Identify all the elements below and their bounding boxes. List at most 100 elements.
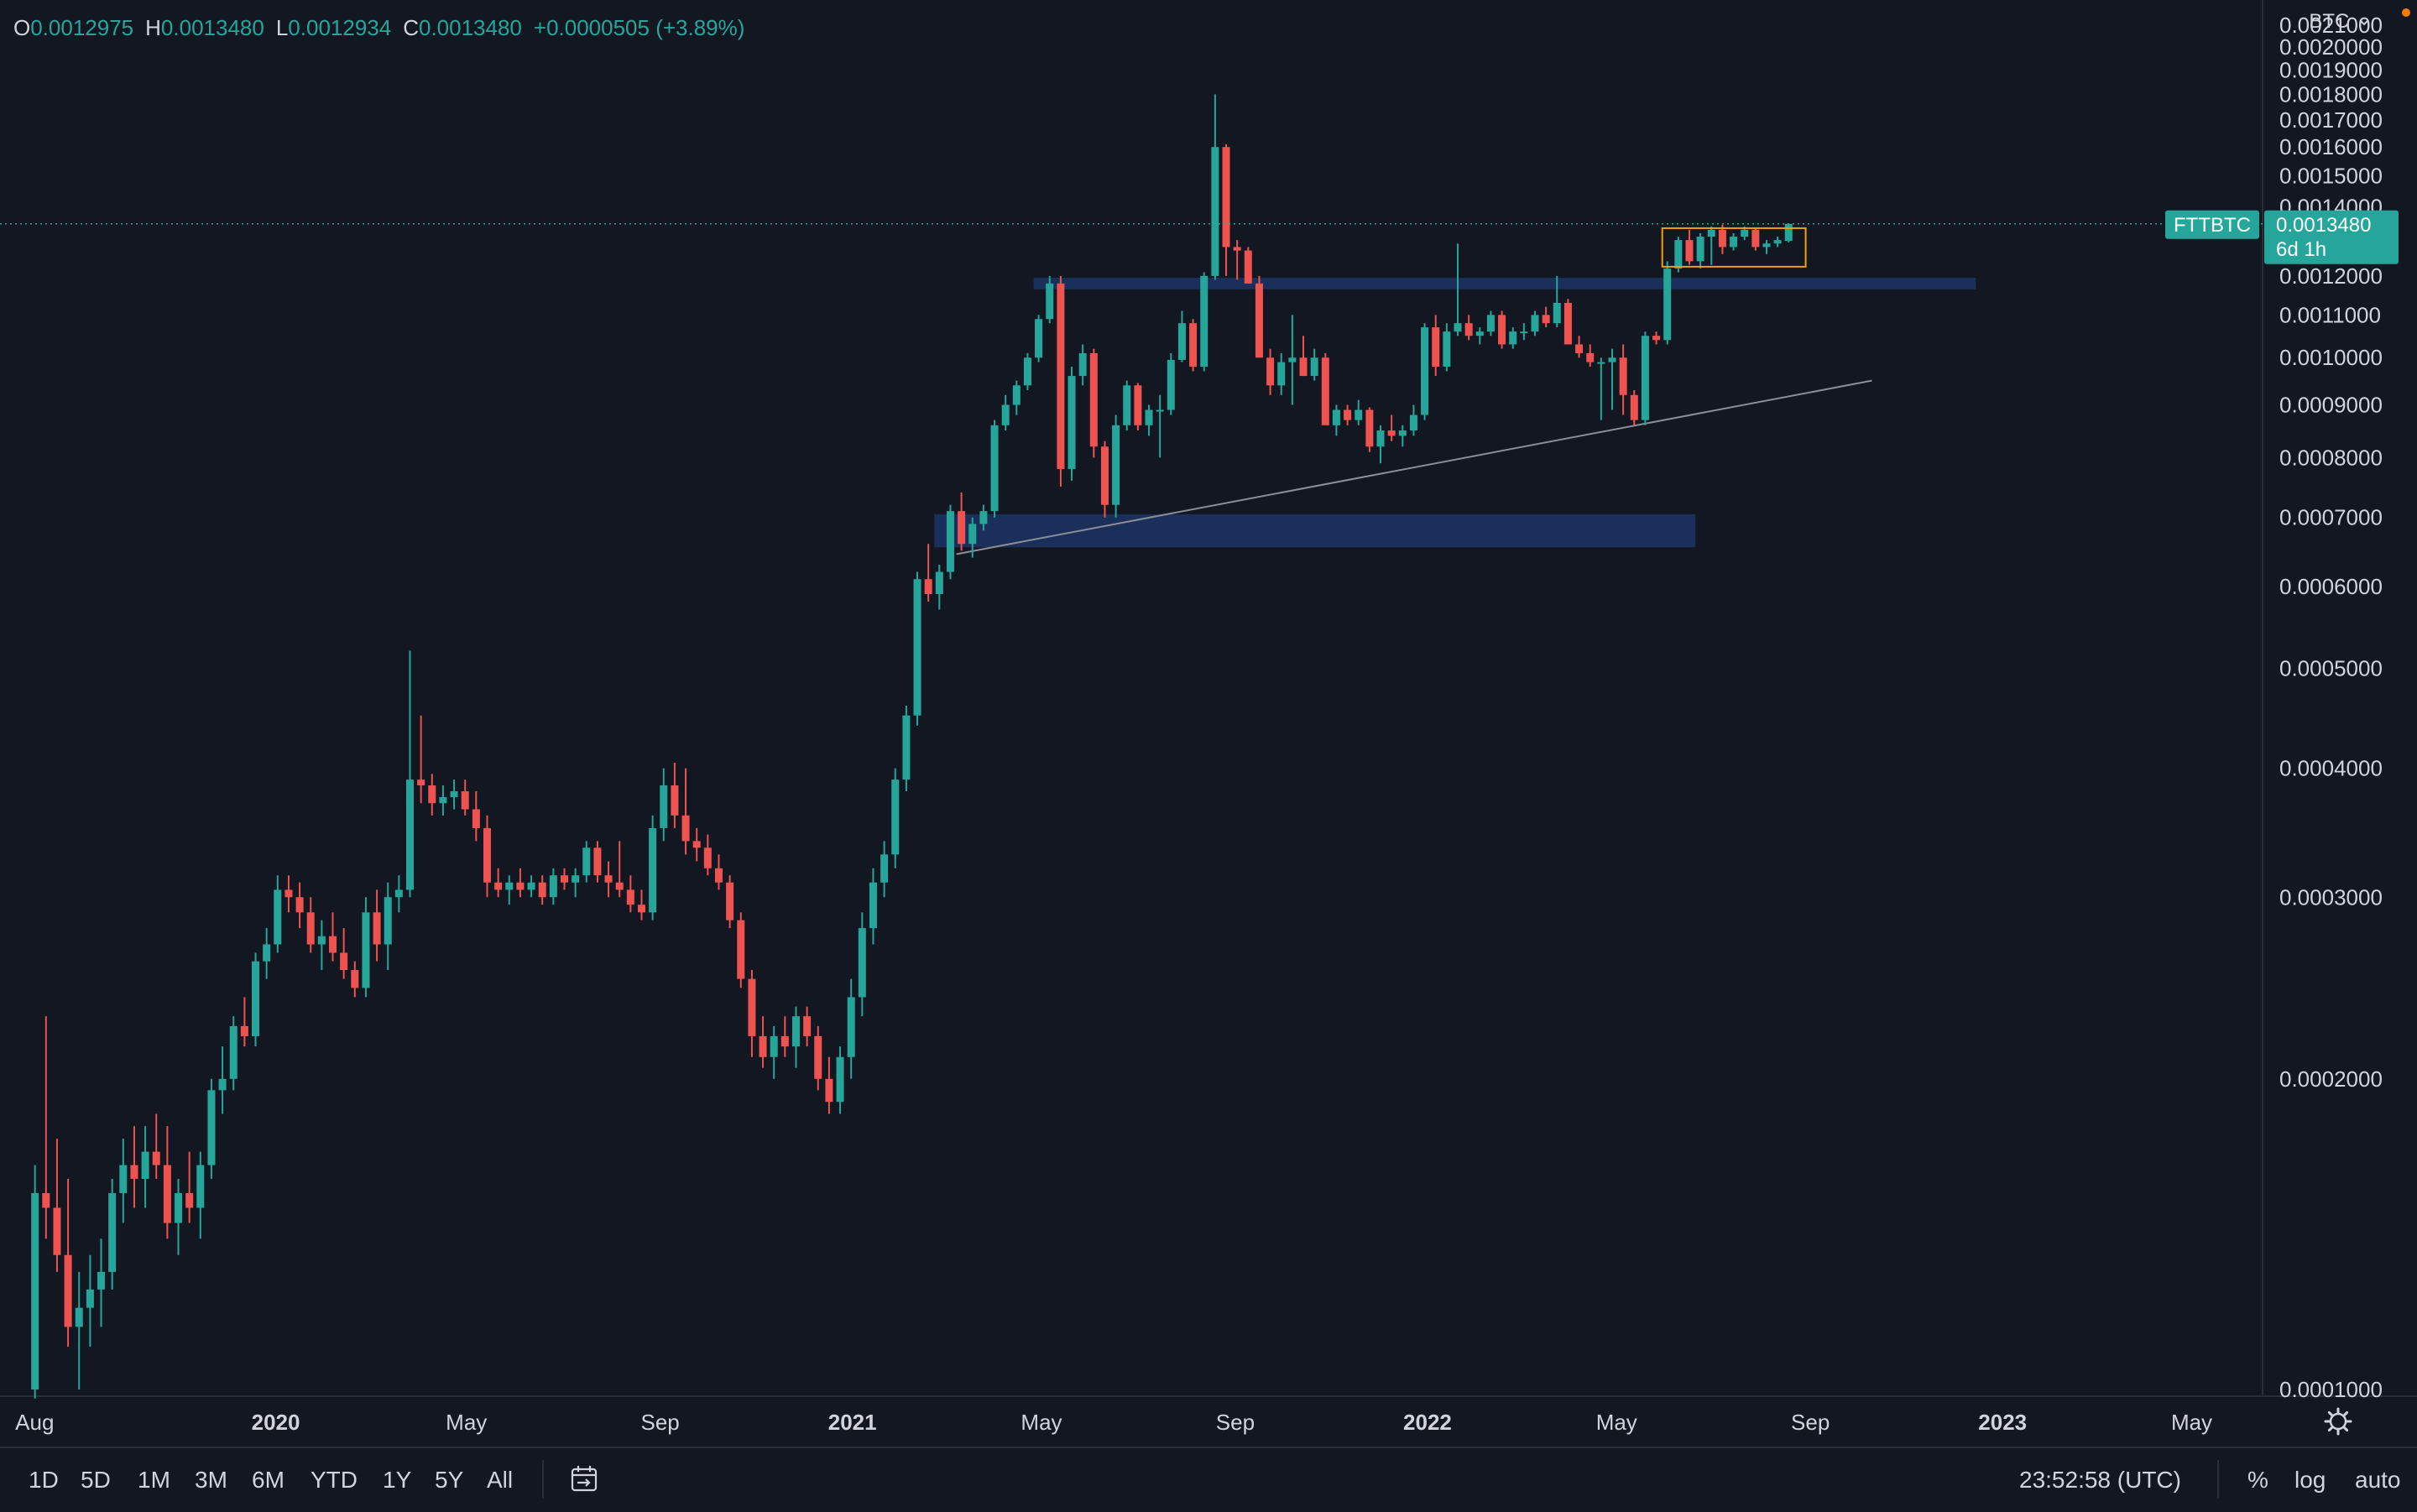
candle[interactable] xyxy=(1123,380,1131,431)
candle[interactable] xyxy=(1641,331,1649,425)
candle[interactable] xyxy=(671,762,679,828)
candle[interactable] xyxy=(604,861,613,898)
candle[interactable] xyxy=(637,889,645,920)
candle[interactable] xyxy=(1784,223,1793,242)
candle[interactable] xyxy=(1156,394,1164,458)
candle[interactable] xyxy=(42,1016,50,1239)
candle[interactable] xyxy=(615,841,624,898)
candle[interactable] xyxy=(1145,404,1153,436)
candle[interactable] xyxy=(340,928,348,979)
consolidation-box[interactable] xyxy=(1661,227,1807,268)
candle[interactable] xyxy=(229,1016,238,1091)
candle[interactable] xyxy=(1266,348,1275,395)
candle[interactable] xyxy=(1520,323,1528,341)
price-axis[interactable]: 0.0001000 0.0002000 0.0003000 0.0004000 0.00… xyxy=(2279,13,2383,1402)
candle[interactable] xyxy=(1464,315,1473,341)
candle[interactable] xyxy=(1509,327,1517,349)
candle[interactable] xyxy=(1586,344,1595,368)
candle[interactable] xyxy=(295,882,304,929)
candle[interactable] xyxy=(1057,275,1065,487)
candle[interactable] xyxy=(726,875,734,929)
candle[interactable] xyxy=(1751,227,1760,251)
candle[interactable] xyxy=(362,897,370,998)
candle[interactable] xyxy=(1608,348,1616,410)
candle[interactable] xyxy=(770,1025,778,1079)
candle[interactable] xyxy=(53,1139,61,1272)
candle[interactable] xyxy=(825,1056,833,1114)
candle[interactable] xyxy=(218,1046,227,1114)
candle[interactable] xyxy=(329,912,337,962)
candle[interactable] xyxy=(1177,310,1186,362)
candle[interactable] xyxy=(1277,352,1286,395)
candle[interactable] xyxy=(406,650,415,898)
range-button-5y[interactable]: 5Y xyxy=(435,1467,464,1493)
log-scale-button[interactable]: log xyxy=(2294,1467,2326,1493)
candle[interactable] xyxy=(593,841,602,883)
candle[interactable] xyxy=(737,912,745,988)
candle[interactable] xyxy=(274,875,282,953)
candle[interactable] xyxy=(626,875,634,913)
candle[interactable] xyxy=(152,1113,160,1179)
candle[interactable] xyxy=(1222,143,1230,276)
candle[interactable] xyxy=(1134,383,1142,431)
candle[interactable] xyxy=(119,1139,128,1223)
candle[interactable] xyxy=(1553,275,1561,328)
candle[interactable] xyxy=(373,889,381,962)
candle[interactable] xyxy=(31,1165,39,1399)
candle[interactable] xyxy=(1344,404,1352,425)
candle[interactable] xyxy=(1288,315,1297,405)
candle[interactable] xyxy=(836,1046,844,1114)
candle[interactable] xyxy=(1387,414,1396,441)
candle[interactable] xyxy=(1012,380,1021,415)
candle[interactable] xyxy=(108,1178,117,1290)
candle[interactable] xyxy=(1707,226,1715,265)
candle[interactable] xyxy=(1486,310,1495,336)
candle[interactable] xyxy=(1630,390,1638,425)
candle[interactable] xyxy=(1542,306,1550,328)
range-button-1y[interactable]: 1Y xyxy=(383,1467,412,1493)
candle[interactable] xyxy=(1167,352,1175,415)
candle[interactable] xyxy=(175,1178,183,1255)
candle[interactable] xyxy=(791,1006,800,1068)
candle[interactable] xyxy=(483,815,491,898)
trendline[interactable] xyxy=(956,379,1872,555)
candlestick-series[interactable] xyxy=(31,94,1793,1399)
range-button-all[interactable]: All xyxy=(487,1467,514,1493)
candle[interactable] xyxy=(1421,323,1429,420)
candle[interactable] xyxy=(1046,275,1054,324)
candle[interactable] xyxy=(979,504,988,531)
candle[interactable] xyxy=(572,868,580,898)
candle[interactable] xyxy=(1310,348,1318,381)
candle[interactable] xyxy=(516,868,525,898)
candle[interactable] xyxy=(560,868,568,890)
candle[interactable] xyxy=(1475,327,1484,345)
candle[interactable] xyxy=(185,1151,194,1223)
candle[interactable] xyxy=(472,791,480,842)
candle[interactable] xyxy=(1299,336,1308,377)
candle[interactable] xyxy=(660,768,668,842)
candle[interactable] xyxy=(1376,425,1385,464)
candle[interactable] xyxy=(1696,232,1704,269)
range-button-5d[interactable]: 5D xyxy=(81,1467,111,1493)
candle[interactable] xyxy=(1244,247,1252,284)
currency-selector[interactable]: BTC xyxy=(2309,10,2370,34)
candle[interactable] xyxy=(1432,315,1440,377)
range-button-1m[interactable]: 1M xyxy=(138,1467,170,1493)
candle[interactable] xyxy=(1332,404,1340,436)
candle[interactable] xyxy=(1498,310,1506,349)
candle[interactable] xyxy=(1089,348,1098,458)
candle[interactable] xyxy=(1575,336,1584,358)
consolidation-box-drawing[interactable] xyxy=(1661,227,1807,268)
candle[interactable] xyxy=(1619,344,1627,415)
range-button-3m[interactable]: 3M xyxy=(195,1467,227,1493)
candle[interactable] xyxy=(130,1126,138,1208)
candle[interactable] xyxy=(935,565,943,610)
candle[interactable] xyxy=(1454,243,1462,336)
candle[interactable] xyxy=(86,1254,94,1348)
candle[interactable] xyxy=(748,970,756,1057)
candle[interactable] xyxy=(1355,399,1363,425)
support-resistance-zone[interactable] xyxy=(934,514,1696,548)
candle[interactable] xyxy=(1597,357,1605,420)
candle[interactable] xyxy=(714,854,723,890)
